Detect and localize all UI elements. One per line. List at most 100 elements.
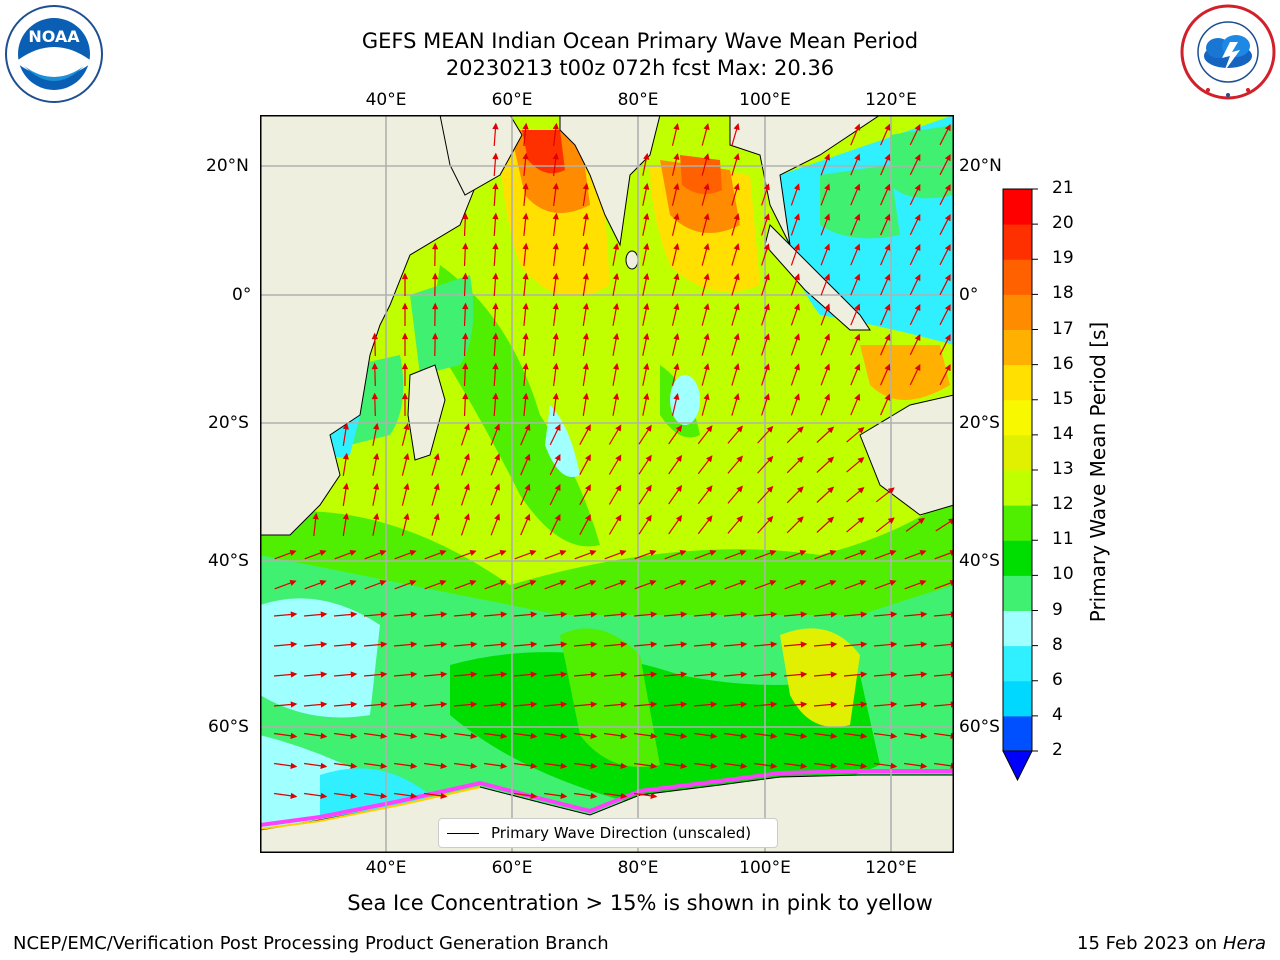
direction-arrow-head xyxy=(522,392,529,400)
direction-arrow-head xyxy=(710,701,718,708)
direction-arrow-head xyxy=(470,732,478,739)
direction-arrow-head xyxy=(766,455,774,463)
period-band-9-10 xyxy=(410,275,474,375)
direction-arrow-head xyxy=(373,482,380,490)
direction-arrow-head xyxy=(650,641,658,648)
direction-arrow-head xyxy=(733,183,740,191)
direction-arrow-head xyxy=(829,550,837,556)
direction-arrow-head xyxy=(401,392,409,400)
direction-arrow-head xyxy=(522,272,529,280)
direction-arrow-head xyxy=(770,641,778,648)
direction-arrow-head xyxy=(440,762,448,769)
period-band-16-17 xyxy=(860,345,950,400)
direction-arrow-head xyxy=(824,243,830,251)
direction-arrow-head xyxy=(529,580,537,586)
lon-label-bottom: 60°E xyxy=(491,858,533,878)
direction-arrow-head xyxy=(770,762,778,769)
footer-host: Hera xyxy=(1222,933,1266,954)
direction-arrow-head xyxy=(673,152,680,161)
direction-arrow-head xyxy=(680,732,688,739)
direction-arrow-head xyxy=(350,762,358,769)
direction-arrow-head xyxy=(469,550,477,556)
colorbar-cell xyxy=(1003,540,1032,576)
direction-arrow-head xyxy=(706,455,713,463)
direction-arrow-head xyxy=(917,517,926,525)
lat-label-right: 40°S xyxy=(959,551,1000,571)
direction-arrow-head xyxy=(582,362,589,370)
direction-arrow-head xyxy=(463,453,470,461)
direction-arrow-head xyxy=(440,671,448,678)
direction-arrow-head xyxy=(706,485,713,493)
direction-arrow-head xyxy=(530,792,538,799)
direction-arrow-head xyxy=(463,483,470,491)
direction-arrow-head xyxy=(824,153,830,161)
direction-arrow-head xyxy=(530,671,538,678)
direction-arrow-head xyxy=(522,212,529,220)
direction-arrow-head xyxy=(884,393,891,401)
direction-arrow-head xyxy=(914,243,921,252)
direction-arrow-head xyxy=(552,392,559,400)
direction-arrow-head xyxy=(675,454,683,462)
direction-arrow-head xyxy=(944,273,951,282)
direction-arrow-head xyxy=(349,580,357,586)
madagascar-land xyxy=(407,364,446,461)
direction-arrow-head xyxy=(433,483,440,491)
direction-arrow-head xyxy=(590,762,598,769)
direction-arrow-head xyxy=(794,363,800,371)
direction-arrow-head xyxy=(379,550,387,556)
direction-arrow-head xyxy=(824,393,830,401)
direction-arrow-head xyxy=(289,580,297,586)
direction-arrow-head xyxy=(462,212,469,220)
direction-arrow-head xyxy=(854,303,861,311)
direction-arrow-head xyxy=(857,487,865,494)
direction-arrow-head xyxy=(766,425,774,433)
colorbar-cell xyxy=(1003,470,1032,506)
direction-arrow-head xyxy=(492,212,499,220)
direction-arrow-head xyxy=(524,423,531,431)
direction-arrow-head xyxy=(380,792,388,799)
direction-arrow-head xyxy=(680,611,688,618)
direction-arrow-head xyxy=(492,302,499,310)
direction-arrow-head xyxy=(733,303,740,311)
direction-arrow-head xyxy=(736,485,744,493)
direction-arrow-head xyxy=(620,611,628,618)
lon-label-top: 80°E xyxy=(617,90,659,110)
direction-arrow-head xyxy=(884,273,891,281)
direction-arrow-head xyxy=(650,611,658,618)
colorbar-tick-label: 13 xyxy=(1052,459,1074,479)
direction-arrow-head xyxy=(800,732,808,739)
colorbar-cell xyxy=(1003,329,1032,366)
colorbar-cell xyxy=(1003,189,1032,225)
direction-arrow-head xyxy=(740,671,748,678)
direction-arrow-head xyxy=(857,517,865,524)
direction-arrow-head xyxy=(884,363,891,371)
lat-label-left: 20°S xyxy=(208,413,249,433)
footer-date: 15 Feb 2023 on xyxy=(1077,933,1218,954)
sri-lanka-land xyxy=(625,250,639,270)
direction-arrow-head xyxy=(500,641,508,648)
direction-arrow-head xyxy=(854,153,861,161)
colorbar-cell xyxy=(1003,505,1032,541)
direction-arrow-head xyxy=(703,213,710,221)
direction-arrow-head xyxy=(733,273,740,281)
direction-arrow-head xyxy=(944,213,951,222)
direction-arrow-head xyxy=(401,332,409,340)
lat-label-left: 60°S xyxy=(208,717,249,737)
colorbar-cell xyxy=(1003,610,1032,647)
direction-arrow-head xyxy=(560,671,568,678)
direction-arrow-head xyxy=(492,332,499,340)
direction-arrow-head xyxy=(770,701,778,708)
direction-arrow-head xyxy=(736,425,744,433)
direction-arrow-head xyxy=(650,701,658,708)
direction-arrow-head xyxy=(462,362,469,370)
direction-arrow-head xyxy=(409,580,417,586)
direction-arrow-head xyxy=(675,424,683,432)
direction-arrow-head xyxy=(470,701,478,708)
direction-arrow-head xyxy=(890,611,898,618)
sea-ice-note: Sea Ice Concentration > 15% is shown in … xyxy=(347,891,933,915)
direction-arrow-head xyxy=(582,302,589,310)
direction-arrow-head xyxy=(319,550,327,556)
direction-arrow-head xyxy=(827,426,835,434)
period-band-9-10 xyxy=(820,165,900,239)
direction-arrow-head xyxy=(522,332,529,340)
